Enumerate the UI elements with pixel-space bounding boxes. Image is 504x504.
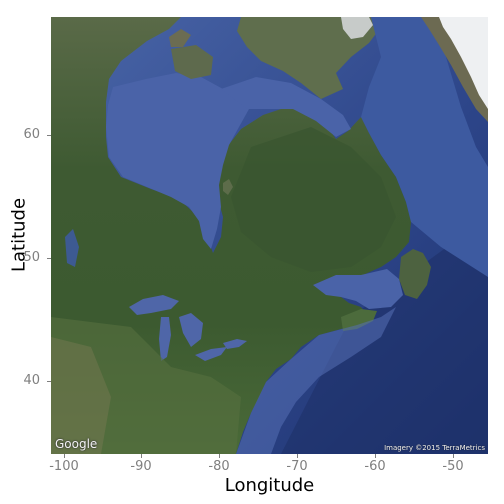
x-tick-label: -100 (49, 459, 79, 474)
nova-scotia (341, 309, 377, 331)
y-tick-label: 50 (23, 250, 40, 265)
x-tick-label: -90 (130, 459, 152, 474)
x-tick-mark (219, 454, 220, 458)
x-tick-label: -70 (286, 459, 308, 474)
y-tick-mark (47, 258, 51, 259)
arctic-island-nw (169, 29, 191, 47)
y-tick-mark (47, 135, 51, 136)
x-tick-label: -80 (208, 459, 230, 474)
baffin-island (237, 17, 381, 99)
y-tick-label: 40 (23, 373, 40, 388)
us-southwest-tan (51, 337, 111, 454)
newfoundland (399, 249, 431, 299)
satellite-map[interactable] (51, 17, 488, 454)
map-panel[interactable]: Google Imagery ©2015 TerraMetrics (51, 17, 488, 454)
lake-erie (195, 347, 227, 361)
quebec-forest (231, 127, 396, 272)
imagery-attribution: Imagery ©2015 TerraMetrics (384, 444, 485, 452)
belcher-islands (223, 179, 233, 195)
lake-huron (179, 313, 203, 347)
labrador-sea (361, 17, 488, 277)
hudson-strait (221, 77, 351, 137)
y-tick-mark (47, 381, 51, 382)
hudson-bay (106, 73, 249, 249)
y-axis-title: Latitude (8, 197, 30, 273)
x-axis-title: Longitude (224, 475, 315, 496)
continental-shelf (236, 307, 396, 454)
lake-michigan (159, 317, 171, 361)
x-tick-mark (375, 454, 376, 458)
lake-superior (129, 295, 179, 315)
deep-atlantic (281, 217, 488, 454)
gulf-of-st-lawrence (313, 269, 403, 309)
x-tick-mark (141, 454, 142, 458)
us-south-land (51, 317, 241, 454)
greenland-ice (439, 17, 488, 109)
x-tick-label: -50 (442, 459, 464, 474)
lake-ontario (223, 339, 247, 349)
x-tick-mark (297, 454, 298, 458)
baffin-snow (341, 17, 373, 39)
southampton-island (171, 45, 213, 79)
google-attribution-logo: Google (55, 437, 98, 451)
x-tick-mark (453, 454, 454, 458)
x-tick-label: -60 (364, 459, 386, 474)
lake-winnipeg (65, 229, 79, 267)
y-tick-label: 60 (23, 127, 40, 142)
x-tick-mark (64, 454, 65, 458)
